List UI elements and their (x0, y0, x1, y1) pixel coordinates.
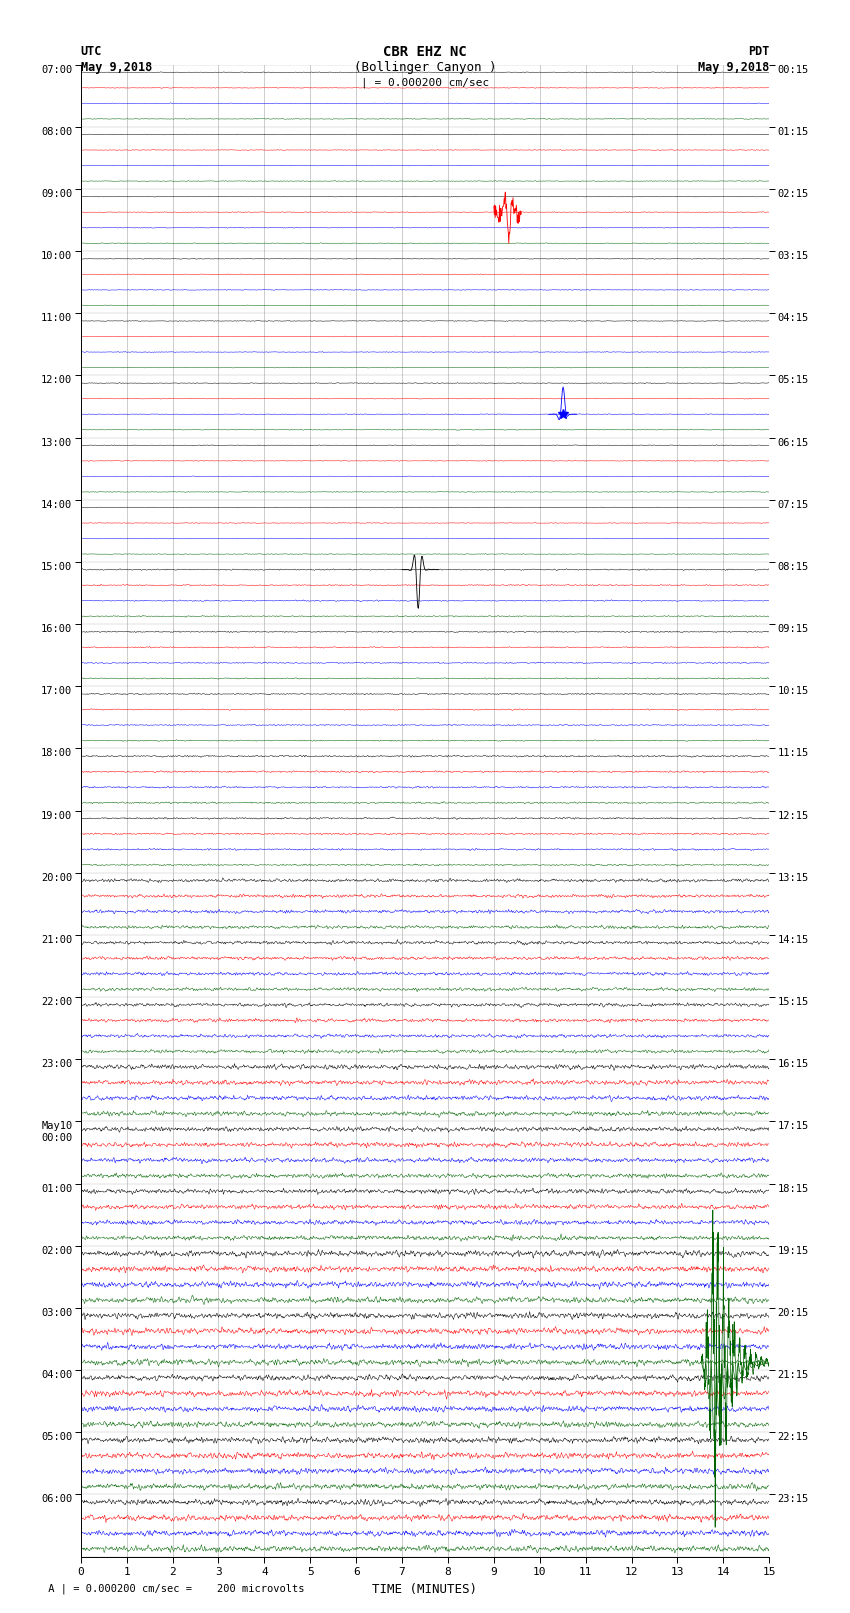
Text: | = 0.000200 cm/sec: | = 0.000200 cm/sec (361, 77, 489, 89)
Text: May 9,2018: May 9,2018 (81, 61, 152, 74)
Text: CBR EHZ NC: CBR EHZ NC (383, 45, 467, 60)
X-axis label: TIME (MINUTES): TIME (MINUTES) (372, 1582, 478, 1595)
Text: A | = 0.000200 cm/sec =    200 microvolts: A | = 0.000200 cm/sec = 200 microvolts (42, 1582, 305, 1594)
Text: (Bollinger Canyon ): (Bollinger Canyon ) (354, 61, 496, 74)
Text: May 9,2018: May 9,2018 (698, 61, 769, 74)
Text: UTC: UTC (81, 45, 102, 58)
Text: PDT: PDT (748, 45, 769, 58)
